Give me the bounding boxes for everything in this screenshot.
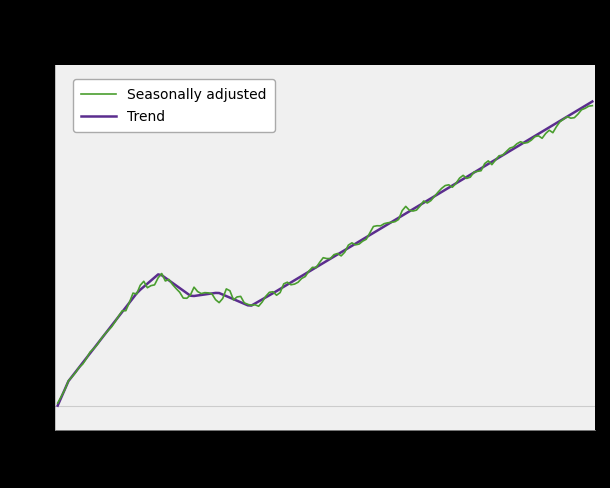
Legend: Seasonally adjusted, Trend: Seasonally adjusted, Trend	[73, 79, 274, 132]
